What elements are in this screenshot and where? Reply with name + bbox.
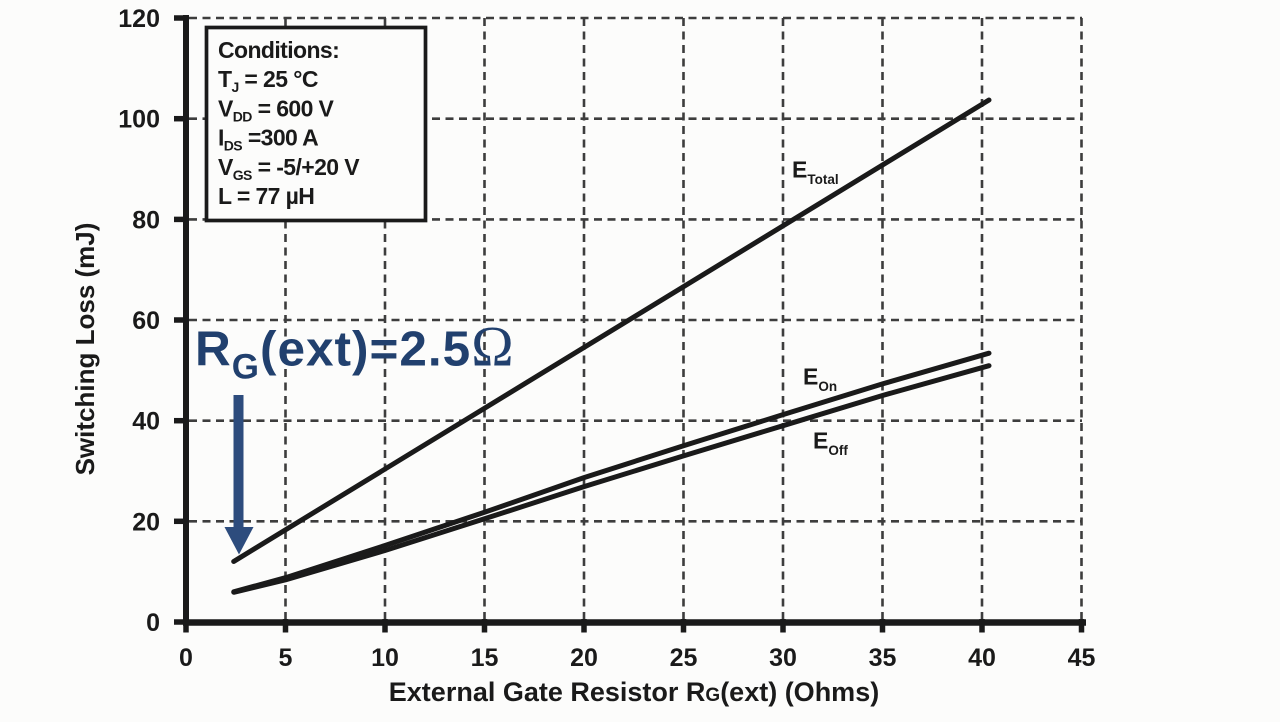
svg-text:0: 0: [179, 644, 193, 672]
svg-text:120: 120: [118, 5, 160, 33]
svg-text:External Gate Resistor RG(ext): External Gate Resistor RG(ext) (Ohms): [389, 677, 879, 707]
svg-text:80: 80: [132, 206, 160, 234]
svg-text:TJ = 25 °C: TJ = 25 °C: [218, 66, 318, 95]
svg-text:60: 60: [132, 307, 160, 335]
svg-text:15: 15: [471, 644, 499, 672]
svg-text:40: 40: [968, 644, 996, 672]
svg-text:Conditions:: Conditions:: [218, 37, 339, 63]
svg-text:L = 77 µH: L = 77 µH: [218, 183, 314, 209]
svg-text:0: 0: [146, 609, 160, 637]
svg-text:IDS =300 A: IDS =300 A: [218, 125, 318, 154]
svg-text:ETotal: ETotal: [792, 157, 839, 188]
svg-text:100: 100: [118, 106, 160, 134]
svg-text:35: 35: [869, 644, 897, 672]
svg-text:20: 20: [570, 644, 598, 672]
svg-text:EOff: EOff: [813, 428, 848, 459]
svg-text:RG(ext)=2.5Ω: RG(ext)=2.5Ω: [195, 316, 515, 387]
svg-text:30: 30: [769, 644, 797, 672]
svg-text:10: 10: [371, 644, 399, 672]
svg-text:20: 20: [132, 508, 160, 536]
svg-text:EOn: EOn: [803, 364, 837, 395]
svg-text:Switching Loss (mJ): Switching Loss (mJ): [70, 223, 100, 476]
svg-text:5: 5: [279, 644, 293, 672]
svg-text:45: 45: [1068, 644, 1096, 672]
svg-text:40: 40: [132, 408, 160, 436]
svg-text:25: 25: [670, 644, 698, 672]
